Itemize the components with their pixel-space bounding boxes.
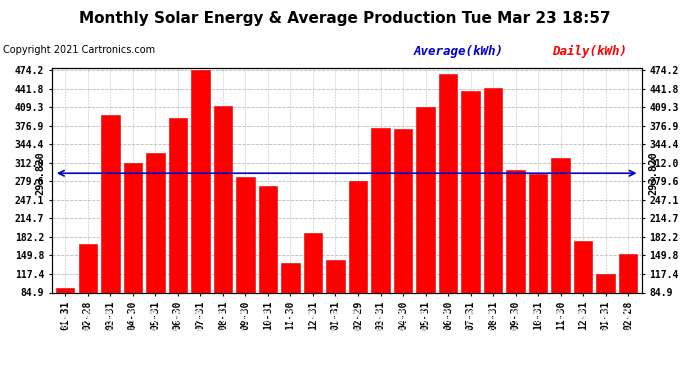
Bar (484, 88, 502, 341)
Bar (326, 260, 345, 341)
Text: 474.200: 474.200 (196, 308, 205, 340)
Bar (506, 170, 525, 341)
Bar (348, 181, 367, 341)
Bar (101, 116, 119, 341)
Text: 92.564: 92.564 (61, 312, 70, 340)
Bar (596, 274, 615, 341)
Bar (416, 107, 435, 341)
Bar (371, 128, 390, 341)
Text: Copyright 2021 Cartronics.com: Copyright 2021 Cartronics.com (3, 45, 155, 55)
Text: 370.984: 370.984 (399, 308, 408, 340)
Bar (259, 186, 277, 341)
Text: 330.000: 330.000 (151, 308, 160, 340)
Text: 136.634: 136.634 (286, 308, 295, 340)
Text: 280.328: 280.328 (353, 308, 362, 340)
Text: 300.228: 300.228 (511, 308, 520, 340)
Bar (462, 91, 480, 341)
Bar (56, 288, 75, 341)
Text: 442.308: 442.308 (489, 308, 497, 340)
Bar (79, 244, 97, 341)
Text: 151.744: 151.744 (624, 308, 633, 340)
Bar (394, 129, 412, 341)
Text: 170.356: 170.356 (83, 308, 92, 340)
Bar (551, 158, 570, 341)
Bar (236, 177, 255, 341)
Text: 142.692: 142.692 (331, 308, 340, 340)
Bar (124, 163, 142, 341)
Text: 116.984: 116.984 (601, 308, 610, 340)
Text: 320.480: 320.480 (556, 308, 565, 340)
Text: 287.788: 287.788 (241, 308, 250, 340)
Text: Monthly Solar Energy & Average Production Tue Mar 23 18:57: Monthly Solar Energy & Average Productio… (79, 11, 611, 26)
Text: 410.072: 410.072 (421, 308, 430, 340)
Text: 174.240: 174.240 (579, 308, 588, 340)
Bar (574, 242, 593, 341)
Text: Average(kWh): Average(kWh) (414, 45, 504, 58)
Bar (168, 118, 187, 341)
Text: Daily(kWh): Daily(kWh) (552, 45, 627, 58)
Text: 411.212: 411.212 (218, 308, 228, 340)
Text: 292.880: 292.880 (533, 308, 542, 340)
Bar (529, 174, 547, 341)
Text: 373.144: 373.144 (376, 308, 385, 340)
Bar (619, 254, 638, 341)
Text: 437.548: 437.548 (466, 308, 475, 340)
Bar (191, 70, 210, 341)
Text: 389.800: 389.800 (173, 308, 182, 340)
Text: 395.168: 395.168 (106, 308, 115, 340)
Text: 188.748: 188.748 (308, 308, 317, 340)
Bar (439, 74, 457, 341)
Bar (282, 263, 299, 341)
Text: 293.820: 293.820 (649, 152, 658, 195)
Bar (214, 106, 232, 341)
Text: 270.632: 270.632 (264, 308, 273, 340)
Text: 311.224: 311.224 (128, 308, 137, 340)
Bar (304, 233, 322, 341)
Text: 467.604: 467.604 (444, 308, 453, 340)
Bar (146, 153, 164, 341)
Text: 293.820: 293.820 (35, 152, 45, 195)
